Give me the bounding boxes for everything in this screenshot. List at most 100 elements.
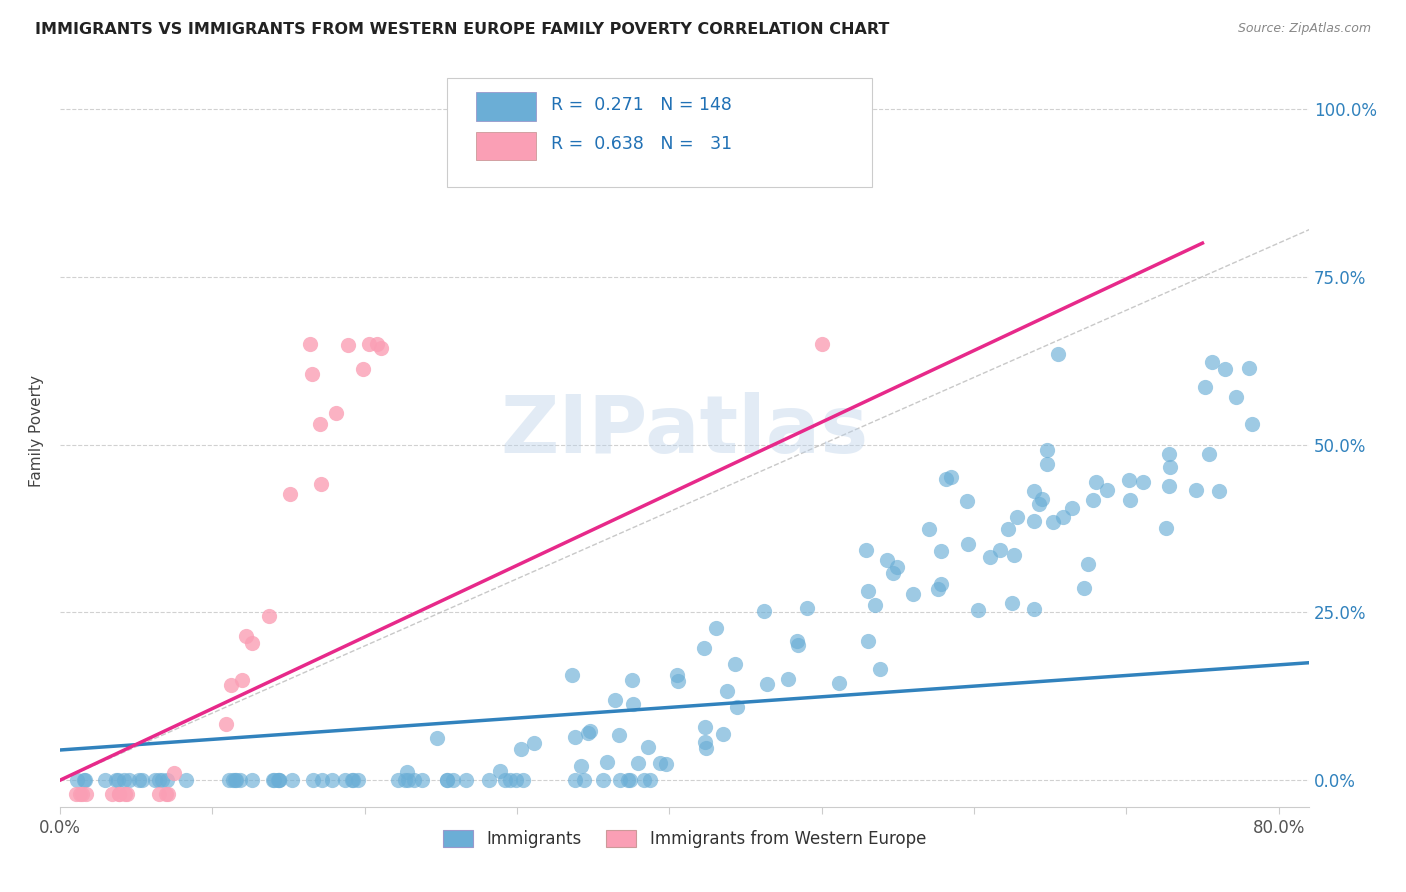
Point <box>956 493 979 508</box>
Point <box>1095 483 1118 497</box>
Point <box>655 756 678 771</box>
Point <box>75 773 97 788</box>
Point <box>267 773 290 788</box>
Point <box>967 603 990 617</box>
Point <box>219 678 242 692</box>
Point <box>1042 515 1064 529</box>
Point <box>564 773 586 788</box>
Point <box>342 773 364 788</box>
Point <box>512 773 534 788</box>
Point <box>499 773 522 788</box>
Point <box>856 634 879 648</box>
Point <box>918 523 941 537</box>
Point <box>637 740 659 755</box>
Point <box>648 756 671 770</box>
Point <box>1036 458 1059 472</box>
Point <box>267 773 290 788</box>
Point <box>387 773 409 788</box>
Point <box>935 472 957 486</box>
Point <box>156 787 179 801</box>
Point <box>609 773 631 788</box>
Point <box>1225 390 1247 404</box>
Point <box>1031 491 1053 506</box>
Bar <box>477 132 536 161</box>
Point <box>352 361 374 376</box>
Point <box>1213 362 1236 376</box>
Point <box>281 773 304 788</box>
Point <box>222 773 245 788</box>
Point <box>257 609 280 624</box>
Point <box>1198 447 1220 461</box>
Point <box>301 367 323 381</box>
Point <box>163 766 186 780</box>
Point <box>1194 380 1216 394</box>
Point <box>627 756 650 770</box>
Point <box>436 773 458 788</box>
Point <box>876 553 898 567</box>
Point <box>754 604 776 618</box>
Point <box>342 773 364 788</box>
Point <box>621 697 644 711</box>
Point <box>156 773 179 788</box>
Point <box>366 336 388 351</box>
Point <box>579 724 602 739</box>
Point <box>592 773 614 788</box>
Point <box>607 728 630 742</box>
Point <box>370 341 392 355</box>
Point <box>107 773 129 788</box>
Point <box>115 787 138 801</box>
Point <box>561 668 583 682</box>
Point <box>298 336 321 351</box>
Point <box>1028 497 1050 511</box>
Point <box>578 725 600 739</box>
Point <box>347 773 370 788</box>
Point <box>411 773 433 788</box>
Point <box>810 336 832 351</box>
Point <box>75 787 97 801</box>
Point <box>865 598 887 612</box>
Point <box>218 773 240 788</box>
Point <box>478 773 501 788</box>
Point <box>321 773 343 788</box>
Point <box>73 773 96 788</box>
Point <box>603 693 626 707</box>
Point <box>263 773 285 788</box>
Point <box>621 673 644 688</box>
Point <box>756 677 779 691</box>
Point <box>155 787 177 801</box>
Bar <box>477 92 536 120</box>
Point <box>1077 557 1099 571</box>
Point <box>131 773 153 788</box>
Point <box>148 787 170 801</box>
Point <box>1052 510 1074 524</box>
Point <box>269 773 291 788</box>
Point <box>143 773 166 788</box>
Point <box>693 735 716 749</box>
Point <box>104 773 127 788</box>
Point <box>224 773 246 788</box>
Point <box>882 566 904 581</box>
Point <box>225 773 247 788</box>
Point <box>231 673 253 687</box>
Point <box>1062 500 1084 515</box>
Point <box>394 773 416 788</box>
Y-axis label: Family Poverty: Family Poverty <box>30 376 44 487</box>
Point <box>693 640 716 655</box>
FancyBboxPatch shape <box>447 78 872 186</box>
Point <box>108 787 131 801</box>
Point <box>494 773 516 788</box>
Point <box>1001 597 1024 611</box>
Point <box>633 773 655 788</box>
Point <box>572 773 595 788</box>
Point <box>716 683 738 698</box>
Point <box>1081 492 1104 507</box>
Point <box>489 764 512 779</box>
Point <box>979 550 1001 565</box>
Point <box>240 636 263 650</box>
Point <box>229 773 252 788</box>
Point <box>901 587 924 601</box>
Point <box>724 657 747 672</box>
Point <box>666 674 689 689</box>
Point <box>1036 443 1059 458</box>
Point <box>112 773 135 788</box>
